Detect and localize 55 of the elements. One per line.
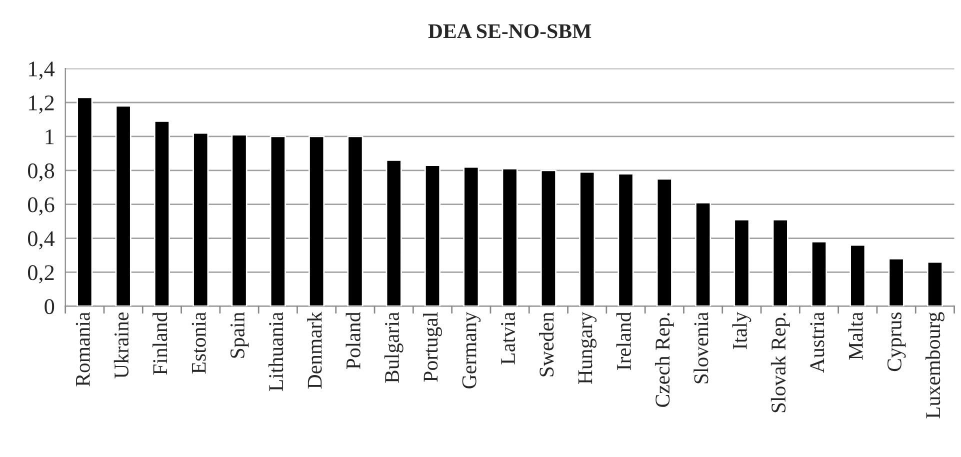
x-tick-label: Luxembourg	[925, 312, 944, 418]
x-tick-label: Slovenia	[694, 312, 708, 384]
x-tick-label: Estonia	[192, 312, 206, 374]
bar	[76, 96, 93, 306]
bar	[115, 105, 132, 306]
bar	[308, 136, 325, 306]
bar	[850, 244, 866, 306]
x-tick-label: Ukraine	[114, 312, 129, 378]
bar	[695, 202, 712, 306]
bar	[656, 178, 672, 306]
x-tick-label: Finland	[152, 312, 168, 375]
bar	[424, 164, 441, 306]
bar	[540, 170, 556, 306]
x-tick-label: Italy	[732, 312, 752, 350]
y-tick-label: 1,2	[29, 95, 54, 114]
bar	[579, 171, 596, 306]
x-tick-label: Sweden	[539, 312, 554, 376]
x-tick-label: Denmark	[307, 312, 322, 389]
x-tick-label: Hungary	[578, 312, 597, 384]
bar	[502, 168, 518, 306]
bar	[810, 240, 828, 306]
y-tick-label: 0,8	[28, 163, 54, 182]
bar	[231, 134, 248, 306]
bar	[347, 136, 364, 306]
bar	[888, 258, 904, 306]
bar	[386, 160, 402, 306]
bar	[154, 120, 170, 306]
bar	[192, 132, 209, 306]
bar	[926, 261, 943, 306]
x-tick-label: Malta	[848, 312, 863, 360]
y-tick-label: 0,2	[28, 265, 54, 284]
x-tick-label: Germany	[462, 312, 481, 388]
x-tick-label: Austria	[810, 312, 824, 373]
x-tick-label: Bulgaria	[384, 312, 404, 383]
chart-title: DEA SE-NO-SBM	[428, 24, 592, 38]
y-tick-label: 0,4	[28, 231, 55, 250]
x-tick-label: Portugal	[423, 312, 442, 382]
x-tick-label: Lithuania	[268, 312, 284, 391]
y-tick-label: 1	[46, 129, 54, 144]
x-tick-label: Slovak Rep.	[770, 313, 790, 412]
bar	[772, 218, 788, 306]
x-tick-label: Ireland	[616, 312, 631, 370]
x-tick-label: Czech Rep.	[654, 313, 674, 407]
x-tick-label: Romania	[76, 312, 90, 386]
x-tick-label: Spain	[230, 312, 249, 358]
y-tick-label: 0	[44, 299, 54, 314]
bar	[270, 136, 286, 306]
x-tick-label: Cyprus	[887, 312, 906, 372]
x-tick-label: Poland	[346, 312, 360, 370]
x-tick-label: Latvia	[501, 312, 516, 364]
bar	[618, 173, 634, 306]
bar	[463, 166, 480, 306]
y-tick-label: 1,4	[29, 62, 55, 80]
y-tick-label: 0,6	[28, 197, 54, 216]
bar	[734, 218, 750, 306]
